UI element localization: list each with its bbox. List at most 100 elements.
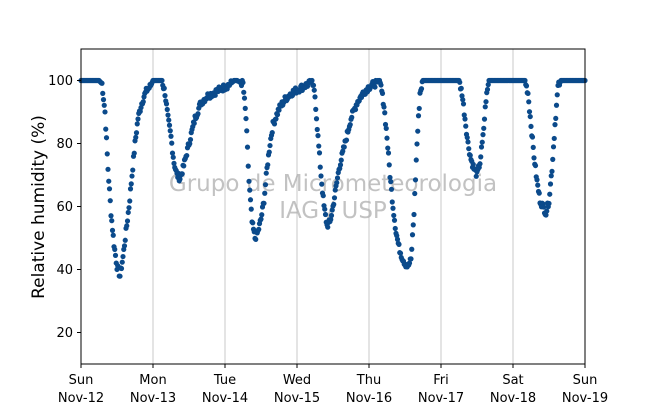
data-point <box>310 82 317 88</box>
data-point <box>273 116 279 122</box>
data-point <box>534 177 540 183</box>
y-tick-label: 60 <box>56 200 73 215</box>
data-point <box>133 130 140 136</box>
data-point <box>382 110 388 116</box>
data-point <box>343 137 350 143</box>
data-point <box>331 195 338 201</box>
data-point <box>245 163 251 169</box>
data-point <box>124 223 130 229</box>
data-point <box>349 114 355 120</box>
data-point <box>181 163 187 169</box>
data-point <box>390 205 396 211</box>
data-point <box>187 141 193 147</box>
x-tick-label-date: Nov-19 <box>562 391 608 406</box>
data-point <box>262 190 268 196</box>
data-point <box>394 236 401 242</box>
data-point <box>415 128 421 134</box>
data-point <box>387 174 393 181</box>
data-point <box>458 85 464 91</box>
data-point <box>552 122 558 128</box>
data-point <box>134 121 140 127</box>
data-point <box>161 85 167 91</box>
data-point <box>109 218 115 224</box>
data-point <box>415 113 422 119</box>
data-point <box>352 106 359 113</box>
data-point <box>477 161 483 167</box>
data-point <box>329 207 335 213</box>
data-point <box>107 198 113 204</box>
data-point <box>411 211 417 218</box>
data-point <box>409 246 415 252</box>
data-point <box>536 190 542 196</box>
data-point <box>341 144 347 150</box>
data-point <box>256 226 262 232</box>
data-point <box>385 145 391 151</box>
data-points <box>78 77 588 279</box>
data-point <box>122 237 128 243</box>
data-point <box>159 77 165 84</box>
y-axis-ticks: 20 40 60 80 100 <box>48 74 81 341</box>
data-point <box>481 125 487 131</box>
data-point <box>482 104 488 110</box>
y-tick-label: 20 <box>56 326 73 341</box>
data-point <box>463 123 469 129</box>
data-point <box>127 186 134 192</box>
data-point <box>389 199 395 205</box>
data-point <box>549 168 555 174</box>
data-point <box>247 187 253 193</box>
data-point <box>406 260 413 266</box>
data-point <box>331 201 337 207</box>
data-point <box>253 236 259 242</box>
data-point <box>550 156 556 162</box>
data-point <box>250 220 256 226</box>
data-point <box>267 142 273 149</box>
data-point <box>184 152 190 159</box>
data-point <box>316 150 323 156</box>
data-point <box>532 162 539 169</box>
data-point <box>412 177 419 183</box>
data-point <box>242 105 248 111</box>
data-point <box>140 99 146 105</box>
data-point <box>328 212 335 219</box>
data-point <box>112 252 119 259</box>
data-point <box>322 211 329 218</box>
data-point <box>478 154 484 160</box>
data-point <box>372 84 378 90</box>
data-point <box>483 99 489 105</box>
y-tick-label: 80 <box>56 137 73 152</box>
data-point <box>263 170 269 176</box>
data-point <box>240 79 246 86</box>
data-point <box>388 186 395 192</box>
data-point <box>162 93 168 99</box>
data-point <box>464 134 470 141</box>
data-point <box>313 116 320 122</box>
data-point <box>195 111 201 117</box>
x-tick-label-date: Nov-16 <box>346 391 392 406</box>
data-point <box>317 164 323 170</box>
data-point <box>553 102 560 108</box>
data-point <box>241 95 248 101</box>
data-point <box>117 273 123 279</box>
data-point <box>328 216 334 223</box>
x-tick-label-date: Nov-13 <box>130 391 176 406</box>
data-point <box>179 171 185 177</box>
data-point <box>386 162 392 168</box>
data-point <box>382 121 389 128</box>
data-point <box>460 97 466 103</box>
data-point <box>244 144 251 150</box>
data-point <box>480 132 486 138</box>
data-point <box>320 193 326 199</box>
data-point <box>121 243 128 249</box>
data-point <box>165 112 171 118</box>
data-point <box>187 136 194 143</box>
data-point <box>316 143 322 149</box>
x-tick-label-day: Wed <box>283 373 311 388</box>
data-point <box>103 126 109 132</box>
data-point <box>168 133 174 139</box>
data-point <box>485 82 491 88</box>
data-point <box>269 130 275 136</box>
data-point <box>484 86 491 93</box>
x-tick-label-date: Nov-15 <box>274 391 320 406</box>
data-point <box>529 134 536 140</box>
data-point <box>262 182 269 188</box>
